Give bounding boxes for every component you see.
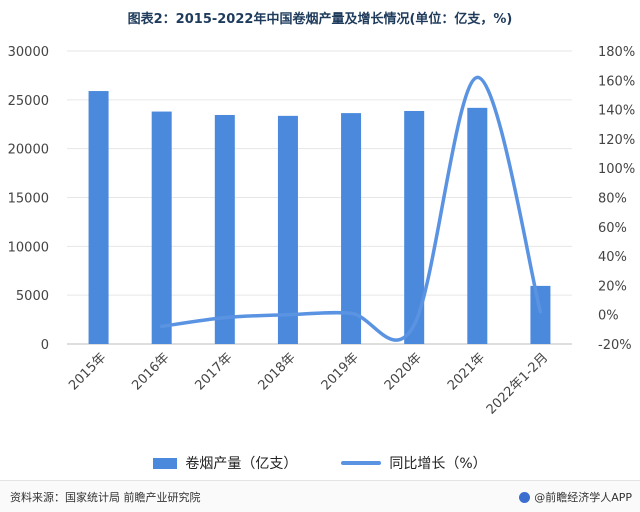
brand-label: @前瞻经济学人APP <box>534 491 632 504</box>
legend-label-bar: 卷烟产量（亿支） <box>185 456 298 472</box>
x-axis: 2015年 2016年 2017年 2018年 2019年 2020年 2021年2022年… <box>66 350 551 417</box>
legend-item-bar: 卷烟产量（亿支） <box>153 453 297 473</box>
chart-plot: 0 5000 10000 15000 20000 25000 30000 -20% 0% 20%… <box>8 45 636 418</box>
y-axis-left: 0 5000 10000 15000 20000 25000 30000 <box>8 45 49 353</box>
legend-item-line: 同比增长（%） <box>341 453 487 473</box>
bar <box>277 115 298 344</box>
legend-label-line: 同比增长（%） <box>389 456 487 472</box>
y-left-tick-label: 0 <box>41 338 49 353</box>
y-left-tick-label: 10000 <box>8 240 49 255</box>
x-tick-label: 2020年 <box>382 350 425 393</box>
bar <box>88 91 109 344</box>
x-tick-label: 2015年 <box>66 350 109 393</box>
bar <box>341 113 362 344</box>
y-left-tick-label: 15000 <box>8 192 49 207</box>
brand-credit: @前瞻经济学人APP <box>519 489 632 505</box>
y-left-tick-label: 30000 <box>8 45 49 60</box>
x-tick-label: 2018年 <box>256 350 299 393</box>
chart-title: 图表2：2015-2022年中国卷烟产量及增长情况(单位：亿支，%) <box>127 12 513 27</box>
brand-logo-icon <box>519 491 531 503</box>
y-right-tick-label: 100% <box>598 162 635 177</box>
x-tick-label: 2019年 <box>319 350 362 393</box>
y-right-tick-label: 40% <box>598 250 627 265</box>
bar <box>214 114 235 344</box>
growth-line <box>159 75 543 342</box>
bar <box>151 111 172 344</box>
bar <box>467 107 488 344</box>
y-left-tick-label: 5000 <box>16 289 49 304</box>
bar <box>530 285 551 344</box>
legend-swatch-line <box>341 461 382 465</box>
y-left-tick-label: 20000 <box>8 143 49 158</box>
legend: 卷烟产量（亿支） 同比增长（%） <box>0 453 640 473</box>
y-left-tick-label: 25000 <box>8 94 49 109</box>
legend-swatch-bar <box>153 457 178 469</box>
y-right-tick-label: 140% <box>598 104 635 119</box>
x-tick-label: 2017年 <box>192 350 235 393</box>
y-right-tick-label: -20% <box>598 338 632 353</box>
y-right-tick-label: 60% <box>598 221 627 236</box>
y-right-tick-label: 160% <box>598 74 635 89</box>
y-right-tick-label: 120% <box>598 133 635 148</box>
line-series <box>159 75 543 342</box>
footer: 资料来源：国家统计局 前瞻产业研究院 @前瞻经济学人APP <box>0 480 640 512</box>
y-right-tick-label: 180% <box>598 45 635 60</box>
y-right-tick-label: 0% <box>598 309 619 324</box>
bar <box>404 110 425 344</box>
x-tick-label: 2021年 <box>445 350 488 393</box>
x-tick-label: 2016年 <box>129 350 172 393</box>
gridlines <box>67 50 572 345</box>
bar-series <box>88 91 551 344</box>
y-right-tick-label: 20% <box>598 279 627 294</box>
y-right-tick-label: 80% <box>598 192 627 207</box>
x-tick-label: 2022年1-2月 <box>484 350 551 417</box>
y-axis-right: -20% 0% 20% 40% 60% 80% 100% 120% 140% 160% 180% <box>598 45 635 353</box>
source-note: 资料来源：国家统计局 前瞻产业研究院 <box>10 491 201 504</box>
